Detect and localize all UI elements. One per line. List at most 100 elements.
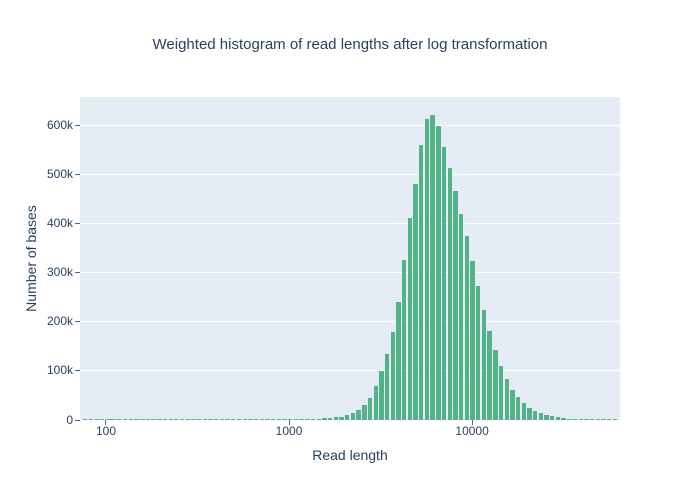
histogram-bar: [441, 146, 447, 420]
histogram-bar: [584, 419, 589, 420]
histogram-bar: [373, 385, 378, 420]
histogram-bar: [447, 168, 452, 420]
histogram-bar: [413, 184, 418, 420]
histogram-bar: [521, 403, 526, 420]
histogram-bar: [145, 419, 150, 420]
y-gridline: [80, 321, 620, 323]
histogram-bar: [538, 413, 544, 420]
histogram-bar: [214, 419, 219, 420]
histogram-bar: [116, 419, 122, 420]
histogram-bar: [402, 260, 407, 420]
x-tick-mark: [288, 420, 290, 425]
histogram-bar: [424, 119, 430, 420]
histogram-bar: [288, 419, 293, 420]
y-tick-label: 600k: [46, 117, 73, 132]
histogram-bar: [572, 418, 578, 420]
y-tick-label: 100k: [46, 363, 73, 378]
y-gridline: [80, 370, 620, 372]
histogram-bar: [396, 302, 401, 420]
plot-area: [80, 97, 620, 420]
histogram-bar: [458, 213, 464, 420]
x-tick-label: 1000: [275, 424, 303, 438]
histogram-bar: [430, 115, 435, 420]
histogram-bar: [533, 410, 538, 420]
histogram-bar: [601, 419, 606, 420]
y-tick-mark: [75, 272, 80, 273]
histogram-bar: [345, 415, 350, 420]
histogram-bar: [106, 419, 111, 420]
histogram-bar: [168, 419, 173, 420]
histogram-bar: [151, 419, 156, 420]
histogram-bar: [293, 419, 299, 420]
y-tick-mark: [75, 173, 80, 175]
histogram-bar: [242, 419, 247, 420]
x-tick-mark: [105, 420, 107, 425]
histogram-bar: [436, 126, 441, 420]
histogram-bar: [384, 353, 390, 420]
histogram-bar: [231, 419, 236, 420]
histogram-bar: [595, 419, 601, 420]
histogram-bar: [589, 419, 595, 420]
y-tick-mark: [75, 321, 80, 323]
histogram-bar: [470, 260, 475, 420]
histogram-bar: [94, 419, 99, 420]
histogram-bar: [362, 405, 367, 420]
y-tick-label: 0: [66, 412, 73, 427]
histogram-bar: [265, 419, 270, 420]
y-tick-label: 300k: [46, 265, 73, 279]
histogram-bar: [191, 419, 196, 420]
x-axis-title: Read length: [312, 447, 388, 463]
histogram-bar: [407, 218, 413, 420]
histogram-bar: [134, 419, 139, 420]
histogram-bar: [122, 419, 128, 420]
histogram-bar: [162, 419, 168, 420]
y-gridline: [80, 222, 620, 224]
histogram-bar: [367, 397, 373, 420]
histogram-bar: [299, 419, 304, 420]
histogram-bar: [339, 416, 344, 420]
histogram-bar: [527, 407, 532, 420]
histogram-bar: [356, 410, 361, 420]
histogram-bar: [316, 418, 321, 420]
y-tick-mark: [75, 124, 80, 126]
histogram-bar: [567, 418, 572, 420]
histogram-bar: [515, 397, 521, 420]
histogram-bar: [225, 419, 230, 420]
y-tick-label: 200k: [46, 314, 73, 329]
histogram-bar: [464, 236, 470, 420]
histogram-bar: [487, 330, 492, 420]
histogram-bar: [185, 419, 191, 420]
histogram-bar: [179, 419, 185, 420]
y-gridline: [80, 173, 620, 175]
x-tick-mark: [471, 420, 473, 425]
histogram-bar: [282, 419, 287, 420]
histogram-bar: [453, 190, 458, 420]
histogram-bar: [197, 419, 202, 420]
y-tick-mark: [75, 222, 80, 224]
histogram-bar: [208, 419, 213, 420]
chart-title: Weighted histogram of read lengths after…: [152, 36, 548, 53]
histogram-bar: [174, 419, 179, 420]
histogram-bar: [327, 417, 333, 420]
histogram-bar: [248, 419, 253, 420]
histogram-bar: [498, 365, 504, 420]
histogram-bar: [259, 419, 264, 420]
x-tick-label: 100: [95, 424, 116, 438]
histogram-bar: [561, 418, 566, 420]
histogram-bar: [544, 415, 549, 420]
histogram-bar: [305, 419, 310, 420]
histogram-bar: [322, 418, 327, 420]
y-tick-mark: [75, 419, 80, 421]
histogram-bar: [276, 419, 282, 420]
histogram-bar: [219, 419, 225, 420]
y-gridline: [80, 419, 620, 420]
histogram-bar: [310, 418, 316, 420]
histogram-bar: [390, 331, 395, 420]
histogram-bar: [140, 419, 145, 420]
x-tick-label: 10000: [455, 424, 489, 438]
y-tick-mark: [75, 370, 80, 372]
histogram-bar: [83, 419, 88, 420]
histogram-bar: [481, 309, 487, 420]
y-gridline: [80, 272, 620, 274]
histogram-bar: [88, 419, 94, 420]
